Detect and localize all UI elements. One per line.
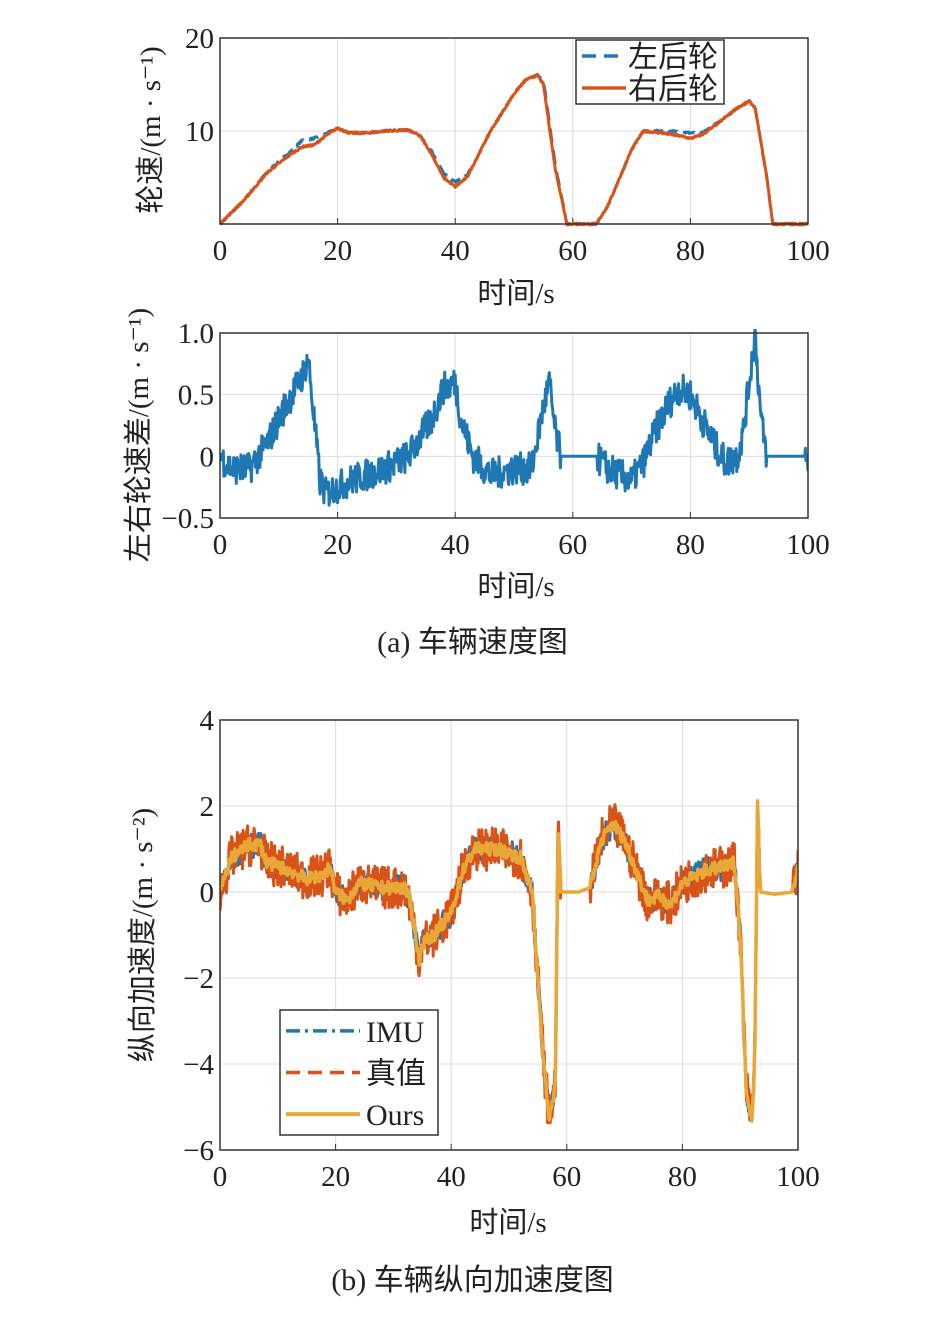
y-tick-label: 2 [200,791,215,823]
x-tick-label: 20 [323,529,352,561]
x-tick-label: 60 [558,529,587,561]
caption-b: (b) 车辆纵向加速度图 [331,1264,614,1297]
caption-a: (a) 车辆速度图 [377,626,568,659]
x-tick-label: 40 [441,529,470,561]
x-tick-label: 100 [776,1161,820,1193]
x-tick-label: 100 [786,235,830,267]
series-line-3 [220,799,798,1123]
x-tick-label: 40 [437,1161,466,1193]
x-tick-label: 0 [213,235,228,267]
x-tick-label: 40 [441,235,470,267]
x-tick-label: 0 [213,529,228,561]
x-tick-label: 80 [676,235,705,267]
series-line-1 [220,329,808,507]
y-axis-label: 左右轮速差/(m · s⁻¹) [122,308,155,562]
x-axis-label: 时间/s [477,277,554,310]
x-tick-label: 20 [323,235,352,267]
y-tick-label: 10 [185,116,214,148]
series-line-2 [220,72,808,227]
x-tick-label: 0 [213,1161,228,1193]
y-tick-label: 0 [200,441,215,473]
x-axis-label: 时间/s [469,1206,546,1239]
legend-label: Ours [366,1099,424,1132]
series-line-2 [220,803,798,1125]
legend-label: 真值 [366,1058,426,1091]
x-tick-label: 60 [552,1161,581,1193]
plot-frame [219,719,799,1151]
legend-box [575,39,725,105]
y-tick-label: 1.0 [178,318,214,350]
legend-label: IMU [366,1016,425,1049]
y-tick-label: −0.5 [161,503,214,535]
y-tick-label: 0 [200,877,215,909]
y-tick-label: 4 [200,705,215,737]
x-tick-label: 60 [558,235,587,267]
series-line-1 [220,73,808,227]
x-tick-label: 20 [321,1161,350,1193]
legend-label: 右后轮 [628,73,718,106]
y-axis-label: 纵向加速度/(m · s⁻²) [126,808,159,1062]
y-tick-label: 20 [185,23,214,55]
plot-frame [219,37,809,225]
x-tick-label: 80 [676,529,705,561]
x-axis-label: 时间/s [477,570,554,603]
y-axis-label: 轮速/(m · s⁻¹) [134,46,167,213]
x-tick-label: 80 [668,1161,697,1193]
y-tick-label: 0.5 [178,380,214,412]
plot-frame [219,332,809,519]
legend-label: 左后轮 [628,41,718,74]
y-tick-label: −6 [183,1135,214,1167]
y-tick-label: −2 [183,963,214,995]
x-tick-label: 100 [786,529,830,561]
y-tick-label: −4 [183,1049,214,1081]
chart-3: 0 20 40 60 80 100 −6 −4 −2 0 2 4 时间/s 纵向加速度/(m · s⁻²)… [126,705,820,1239]
